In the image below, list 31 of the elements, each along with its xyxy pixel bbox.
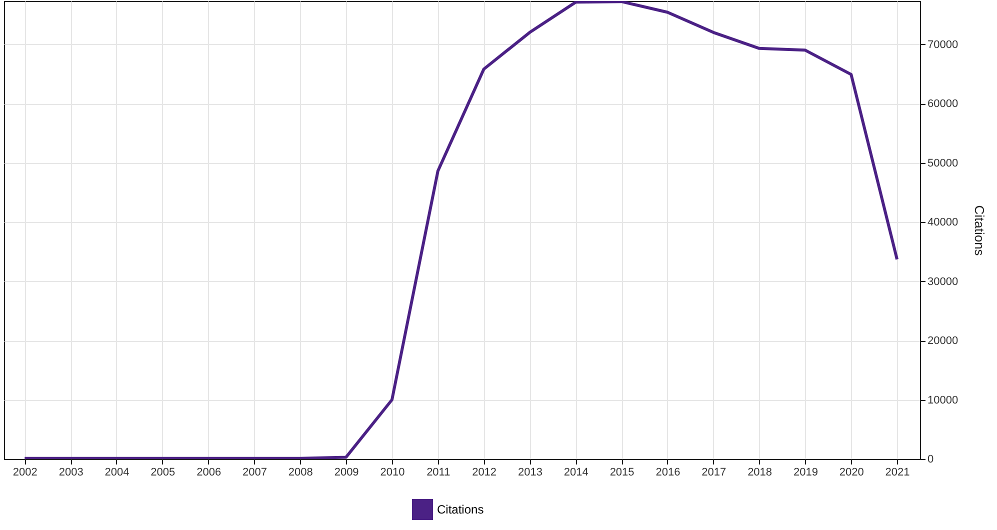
y-tick-label: 20000 [928, 335, 958, 347]
x-tick-label: 2009 [334, 466, 359, 478]
legend-label: Citations [437, 502, 484, 516]
x-tick-label: 2004 [104, 466, 130, 478]
y-tick-label: 70000 [928, 38, 958, 51]
x-tick-label: 2019 [793, 466, 818, 478]
x-tick-label: 2013 [518, 466, 542, 478]
x-tick-label: 2012 [472, 466, 497, 478]
x-tick-label: 2017 [702, 466, 726, 478]
y-tick-label: 10000 [928, 394, 958, 406]
x-tick-label: 2003 [58, 466, 84, 478]
x-tick-label: 2010 [380, 466, 405, 478]
x-tick-label: 2006 [196, 466, 222, 478]
x-tick-label: 2005 [150, 466, 176, 478]
x-tick-label: 2008 [288, 466, 313, 478]
x-tick-label: 2016 [656, 466, 680, 478]
x-tick-label: 2011 [426, 466, 450, 478]
y-tick-label: 0 [928, 454, 934, 466]
x-tick-label: 2014 [564, 466, 588, 478]
x-tick-label: 2021 [885, 466, 910, 478]
x-tick-label: 2015 [610, 466, 634, 478]
y-tick-label: 40000 [928, 216, 958, 228]
line-series [23, 1, 899, 459]
y-tick-label: 60000 [928, 98, 958, 110]
x-tick-label: 2007 [242, 466, 267, 478]
y-axis-title: Citations [972, 205, 988, 256]
y-tick-label: 30000 [928, 276, 958, 288]
x-tick-label: 2020 [839, 466, 864, 478]
x-tick-label: 2002 [12, 466, 38, 478]
x-tick-label: 2018 [748, 466, 772, 478]
y-tick-label: 50000 [928, 157, 958, 170]
